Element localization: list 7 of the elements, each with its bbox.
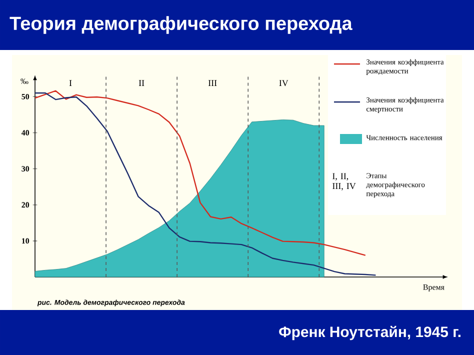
annotation: III (208, 80, 217, 86)
annotation: II (138, 80, 144, 86)
annotation: I, II, III, IV (332, 173, 356, 190)
text: Френк Ноутстайн, 1945 г. (279, 326, 460, 340)
chart-title: Теория демографического перехода (10, 16, 352, 34)
annotation: I (69, 80, 72, 86)
annotation: IV (279, 80, 288, 86)
